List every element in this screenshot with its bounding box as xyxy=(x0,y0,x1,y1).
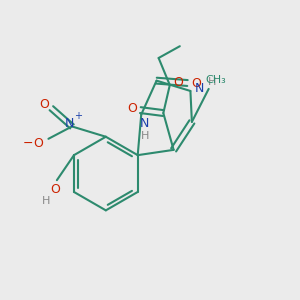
Text: N: N xyxy=(195,82,205,95)
Text: CH₃: CH₃ xyxy=(205,75,226,85)
Text: −: − xyxy=(23,137,34,150)
Text: H: H xyxy=(41,196,50,206)
Text: N: N xyxy=(65,117,74,130)
Text: O: O xyxy=(127,102,137,115)
Text: O: O xyxy=(33,137,43,150)
Text: O: O xyxy=(173,76,183,88)
Text: H: H xyxy=(141,131,149,141)
Text: O: O xyxy=(191,76,201,89)
Text: O: O xyxy=(50,183,60,196)
Text: H: H xyxy=(207,76,216,86)
Text: N: N xyxy=(140,117,149,130)
Text: +: + xyxy=(74,111,82,121)
Text: O: O xyxy=(39,98,49,111)
